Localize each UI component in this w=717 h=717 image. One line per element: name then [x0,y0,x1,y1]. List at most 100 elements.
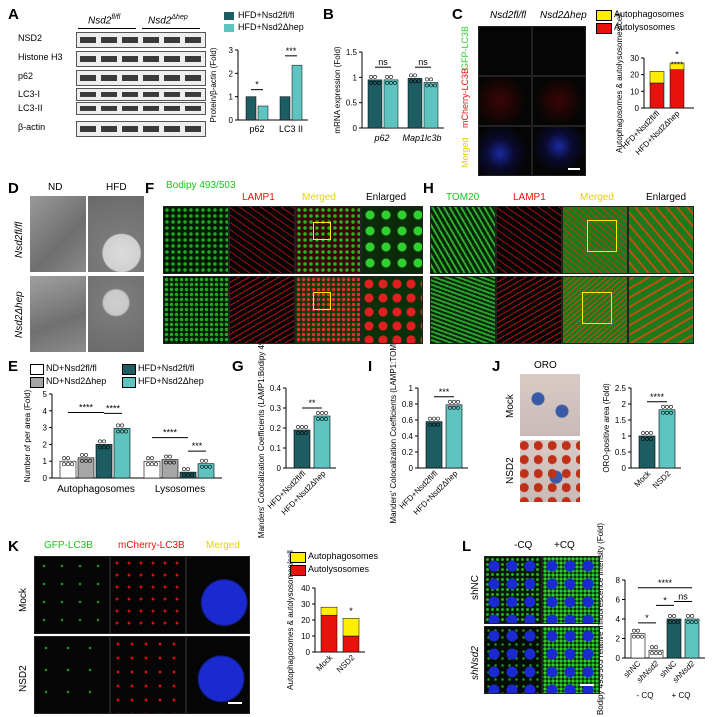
blot-header-fl: Nsd2fl/fl [88,14,121,27]
y-tick-label: 1 [622,432,627,441]
data-point [106,445,110,450]
data-point [80,452,84,457]
blot-strip-0 [76,32,206,48]
chart-b: 0 0.5 1 1.5 mRNA expression (Fold) p62 ns Map1l… [333,46,444,143]
f-img-lamp1-hep [229,276,295,344]
chart-e: 0 1 2 3 4 5 Number of per area (Fold) Autophago… [23,389,222,495]
d-col-nd: ND [48,182,63,193]
data-point [320,411,324,415]
panel-label-f: F [145,180,155,197]
k-scale-bar [228,702,242,704]
k-col-gfp: GFP-LC3B [44,540,93,551]
y-tick-label: 0 [306,648,311,657]
c-col-fl: Nsd2fl/fl [490,10,527,21]
panel-label-l: L [462,538,472,555]
legend-k-label-autophagosomes: Autophagosomes [308,551,379,561]
significance-label: * [675,49,679,59]
l-img-shnsd2-minus [484,626,542,694]
x-tick-label: Autophagosomes [57,484,135,495]
h-img-merged-fl [562,206,628,274]
data-point [377,80,381,85]
y-axis-label: Manders' Colocalization Coefficients (LA… [257,318,266,539]
y-tick-label: 0 [277,464,282,473]
y-tick-label: 0.5 [615,448,627,457]
data-point [661,410,665,415]
h-col-lamp1: LAMP1 [513,192,546,203]
y-tick-label: 2 [616,635,621,644]
bar [245,96,257,121]
c-img-mcherry-fl [478,76,532,126]
significance-label: ns [418,57,428,67]
blot-strip-2 [76,70,206,86]
data-point [650,645,654,650]
legend-c-label-autolysosomes: Autolysosomes [614,22,676,32]
x-tick-label: Mock [633,468,654,489]
data-point [665,404,669,409]
data-point [304,425,308,429]
legend-a-swatch-hep [224,24,234,32]
data-point [186,473,190,478]
data-point [84,452,88,457]
data-point [62,456,66,461]
data-point [665,410,669,415]
y-tick-label: 30 [630,54,639,63]
bar [425,421,443,469]
y-tick-label: 0 [229,116,234,125]
x-tick-label: NSD2 [651,469,673,491]
bar [445,404,463,469]
d-img-nd-hep [30,276,86,352]
bar [77,457,95,479]
bar [669,62,685,70]
y-tick-label: 0 [635,104,640,113]
x-tick-label: p62 [249,124,264,134]
d-col-hfd: HFD [106,182,127,193]
significance-label: **** [658,578,673,588]
c-row-gfp: GFP-LC3B [460,25,470,70]
data-point [645,437,649,441]
bar [407,78,423,129]
j-row-nsd2: NSD2 [505,457,516,484]
data-point [694,620,698,624]
panel-label-g: G [232,358,244,375]
f-col-merged: Merged [302,192,336,203]
data-point [686,620,690,624]
blot-line-hep [142,28,200,29]
l-scale-bar [580,684,594,686]
chart-i: 0 0.2 0.4 0.6 0.8 1 Manders' Colocalization Co… [389,332,468,524]
f-img-merged-hep [295,276,361,344]
y-tick-label: 10 [301,632,310,641]
d-img-hfd-fl [88,196,144,272]
data-point [164,460,168,465]
d-img-nd-fl [30,196,86,272]
data-point [690,614,694,618]
y-axis-label: Autophagosomes & autolysosomes/cell [286,550,295,690]
y-axis-label: Autophagosomes & autolysosomes/cell [615,13,624,153]
data-point [668,614,672,618]
y-tick-label: 0.2 [402,448,414,457]
data-point [102,439,106,444]
blot-label-1: Histone H3 [18,52,63,62]
y-axis-label: Bodipy 493/503 relative influorescence i… [596,523,605,715]
significance-label: * [663,595,667,605]
f-img-enlarged-fl [361,206,423,274]
group-label: + CQ [672,691,691,700]
data-point [690,620,694,624]
y-axis-label: Number of per area (Fold) [23,389,32,482]
data-point [429,77,433,82]
data-point [116,429,120,434]
data-point [200,458,204,463]
significance-label: ** [308,398,316,408]
y-tick-label: 2.5 [615,384,627,393]
legend-e-swatch-1 [30,377,44,388]
y-tick-label: 10 [630,87,639,96]
data-point [62,462,66,467]
k-img-mcherry-mock [110,556,186,634]
significance-label: ns [678,591,688,601]
bar [179,471,197,479]
significance-label: **** [163,428,178,438]
h-zoom-box-hep [582,292,612,324]
f-col-lamp1: LAMP1 [242,192,275,203]
f-col-enlarged: Enlarged [366,192,407,203]
j-title: ORO [534,360,557,371]
k-row-mock: Mock [18,588,29,612]
